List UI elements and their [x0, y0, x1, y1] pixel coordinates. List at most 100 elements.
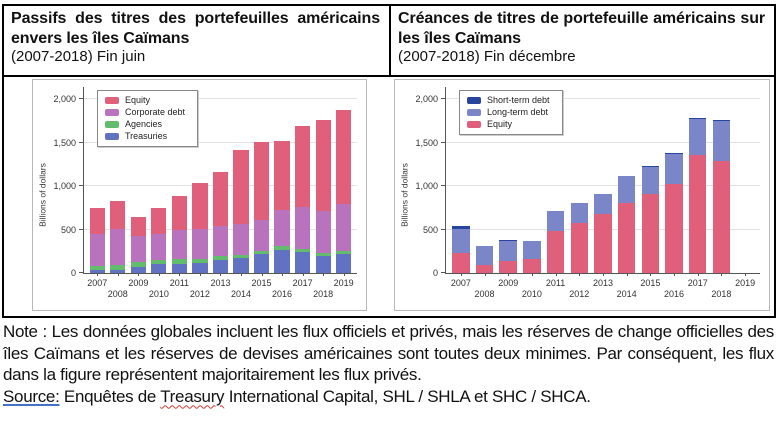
y-tick-label: 1,500: [415, 137, 438, 148]
stacked-bar-2009: [499, 240, 517, 273]
x-label-slot: 2010: [520, 273, 544, 303]
bar-slot: [313, 87, 334, 273]
bar-slot: [710, 87, 734, 273]
stacked-bar-2012: [570, 203, 589, 273]
left-panel-title-cell: Passifs des titres des portefeuilles amé…: [4, 6, 389, 75]
stacked-bar-2010: [523, 240, 541, 273]
bar-segment-equity: [712, 160, 731, 273]
x-label-slot: 2014: [231, 273, 252, 303]
y-tick-label: 1,000: [415, 181, 438, 191]
bar-slot: [108, 87, 129, 273]
x-tick-label: 2011: [169, 278, 190, 288]
bar-segment-treasuries: [294, 251, 311, 273]
y-tick-mark: [79, 141, 84, 143]
legend-item: Long-term debt: [467, 108, 550, 117]
bar-segment-treasuries: [233, 258, 249, 273]
bar-slot: [591, 87, 615, 273]
bar-segment-long-term-debt: [570, 203, 589, 223]
y-tick-label: 500: [422, 224, 438, 235]
bar-segment-agencies: [212, 256, 229, 260]
x-tick-mark: [220, 273, 222, 276]
x-tick-label: 2015: [640, 278, 661, 288]
bar-segment-equity: [274, 140, 290, 210]
y-tick-label: 1,000: [53, 181, 76, 191]
y-axis-title: Billions of dollars: [399, 163, 410, 227]
bar-slot: [449, 87, 473, 273]
bar-slot: [686, 87, 710, 273]
bar-segment-equity: [336, 109, 352, 205]
x-tick-label: 2014: [616, 289, 637, 299]
bar-segment-equity: [110, 200, 126, 229]
x-tick-label: 2018: [711, 289, 732, 299]
bar-segment-long-term-debt: [665, 153, 683, 185]
bar-segment-short-term-debt: [688, 117, 707, 119]
x-axis-labels: 2007 2008 2009 2010 2011 2012 2013 2014 2015 2016…: [446, 273, 760, 303]
bar-segment-long-term-debt: [617, 176, 636, 203]
stacked-bar-2018: [315, 120, 331, 273]
stacked-bar-2007: [89, 208, 105, 273]
bar-segment-agencies: [253, 250, 270, 254]
x-tick-label: 2012: [189, 289, 210, 299]
stacked-bar-2012: [192, 183, 208, 273]
stacked-bar-2010: [151, 208, 167, 273]
gridline: [84, 98, 357, 99]
x-tick-label: 2010: [521, 289, 542, 299]
bar-segment-agencies: [151, 260, 167, 265]
legend-label: Short-term debt: [487, 95, 550, 105]
x-tick-mark: [650, 273, 652, 276]
x-tick-label: 2017: [687, 278, 708, 288]
bar-segment-agencies: [171, 259, 187, 264]
x-label-slot: 2017: [292, 273, 313, 303]
x-tick-mark: [674, 273, 676, 276]
bar-segment-long-term-debt: [641, 166, 660, 194]
x-label-slot: 2016: [662, 273, 686, 303]
bar-segment-corporate-debt: [192, 229, 208, 259]
left-panel-subtitle: (2007-2018) Fin juin: [11, 48, 146, 66]
source-text-pre: Enquêtes de: [59, 386, 161, 406]
legend-item: Equity: [105, 96, 185, 105]
x-tick-mark: [97, 273, 99, 276]
bar-slot: [128, 87, 149, 273]
source-label: Source:: [3, 386, 60, 406]
x-label-slot: 2011: [169, 273, 190, 303]
bar-segment-agencies: [294, 249, 311, 252]
bar-slot: [496, 87, 520, 273]
bar-segment-treasuries: [171, 263, 187, 273]
x-tick-mark: [555, 273, 557, 276]
bar-segment-long-term-debt: [523, 241, 541, 260]
bar-segment-corporate-debt: [253, 219, 270, 251]
bar-segment-treasuries: [274, 250, 290, 273]
x-tick-mark: [323, 273, 325, 276]
bar-segment-equity: [594, 214, 612, 273]
x-tick-mark: [697, 273, 699, 276]
x-tick-label: 2014: [230, 289, 251, 299]
bar-slot: [544, 87, 568, 273]
bar-segment-corporate-debt: [315, 211, 331, 254]
x-label-slot: 2014: [615, 273, 639, 303]
x-tick-mark: [531, 273, 533, 276]
legend-swatch: [105, 121, 119, 128]
legend-item: Equity: [467, 120, 550, 129]
stacked-bar-2019: [336, 109, 352, 273]
x-tick-mark: [602, 273, 604, 276]
bar-segment-equity: [641, 193, 660, 273]
bar-segment-long-term-debt: [546, 211, 565, 232]
stacked-bar-2016: [665, 153, 683, 273]
x-tick-label: 2013: [592, 278, 613, 288]
y-tick-mark: [441, 228, 446, 230]
legend-swatch: [467, 121, 481, 128]
x-tick-mark: [199, 273, 201, 276]
legend-swatch: [105, 97, 119, 104]
x-axis-labels: 2007 2008 2009 2010 2011 2012 2013 2014 2015 2016…: [84, 273, 357, 303]
right-panel-subtitle: (2007-2018) Fin décembre: [398, 48, 576, 66]
bar-slot: [615, 87, 639, 273]
bar-segment-agencies: [192, 258, 208, 263]
bar-segment-agencies: [274, 246, 290, 251]
y-tick-mark: [441, 272, 446, 273]
legend-swatch: [105, 109, 119, 116]
bar-slot: [149, 87, 170, 273]
y-tick-mark: [441, 141, 446, 143]
y-tick-label: 0: [70, 268, 76, 278]
gridline: [446, 185, 760, 186]
x-label-slot: 2011: [544, 273, 568, 303]
